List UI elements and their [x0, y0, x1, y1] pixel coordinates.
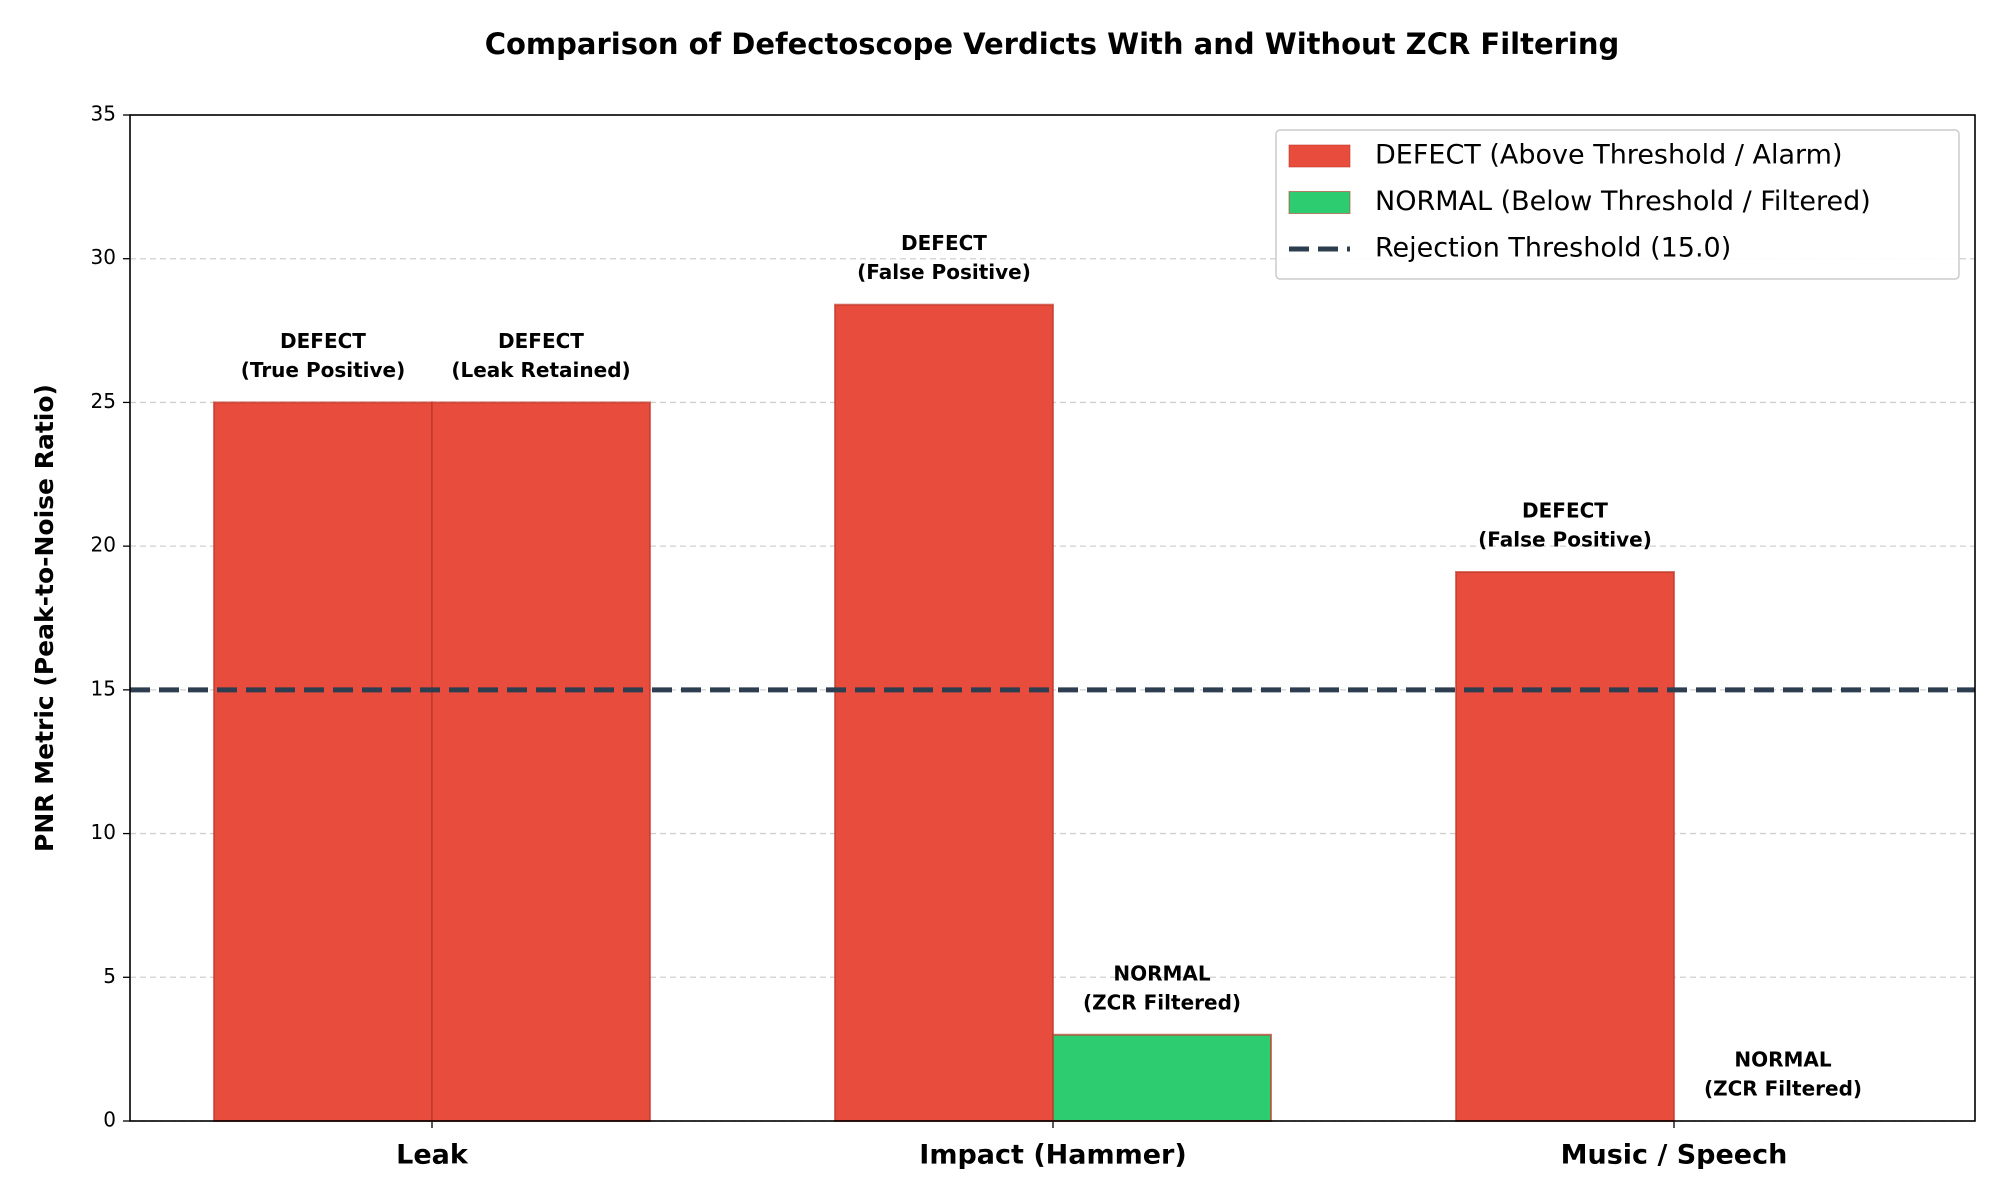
bar-label: DEFECT [1522, 499, 1608, 523]
legend-swatch [1288, 144, 1351, 168]
bar-label: (ZCR Filtered) [1704, 1077, 1862, 1101]
bar [213, 401, 433, 1122]
x-tick-label: Music / Speech [1561, 1140, 1788, 1171]
bar-label: (Leak Retained) [451, 358, 630, 382]
bar [1455, 571, 1675, 1122]
x-tick-label: Leak [396, 1140, 469, 1171]
bar [1052, 1033, 1272, 1123]
legend-label: NORMAL (Below Threshold / Filtered) [1375, 186, 1871, 217]
y-tick-label: 10 [91, 820, 116, 844]
bar-label: DEFECT [498, 329, 584, 353]
y-tick-label: 35 [91, 102, 116, 126]
legend-box [1275, 129, 1960, 280]
y-tick-label: 0 [103, 1108, 116, 1132]
legend-label: DEFECT (Above Threshold / Alarm) [1375, 140, 1843, 171]
bar-label: (ZCR Filtered) [1083, 990, 1241, 1014]
y-tick-label: 25 [91, 389, 116, 413]
bar [834, 303, 1054, 1122]
bar-label: NORMAL [1113, 961, 1211, 985]
y-axis-label: PNR Metric (Peak-to-Noise Ratio) [30, 384, 59, 852]
y-tick-label: 20 [91, 533, 116, 557]
y-tick-label: 30 [91, 245, 116, 269]
legend-label: Rejection Threshold (15.0) [1375, 233, 1731, 264]
bar-label: DEFECT [901, 231, 987, 255]
bar-label: NORMAL [1734, 1048, 1832, 1072]
chart-title: Comparison of Defectoscope Verdicts With… [485, 27, 1620, 61]
legend-swatch [1288, 191, 1351, 214]
y-tick-label: 15 [91, 676, 116, 700]
x-tick-label: Impact (Hammer) [919, 1140, 1186, 1171]
bar-label: (False Positive) [1478, 528, 1652, 552]
y-tick-label: 5 [103, 964, 116, 988]
bar-label: (False Positive) [857, 260, 1031, 284]
bar [431, 401, 651, 1122]
plot-frame [129, 114, 1976, 1122]
bar-label: DEFECT [280, 329, 366, 353]
bar-label: (True Positive) [241, 358, 406, 382]
